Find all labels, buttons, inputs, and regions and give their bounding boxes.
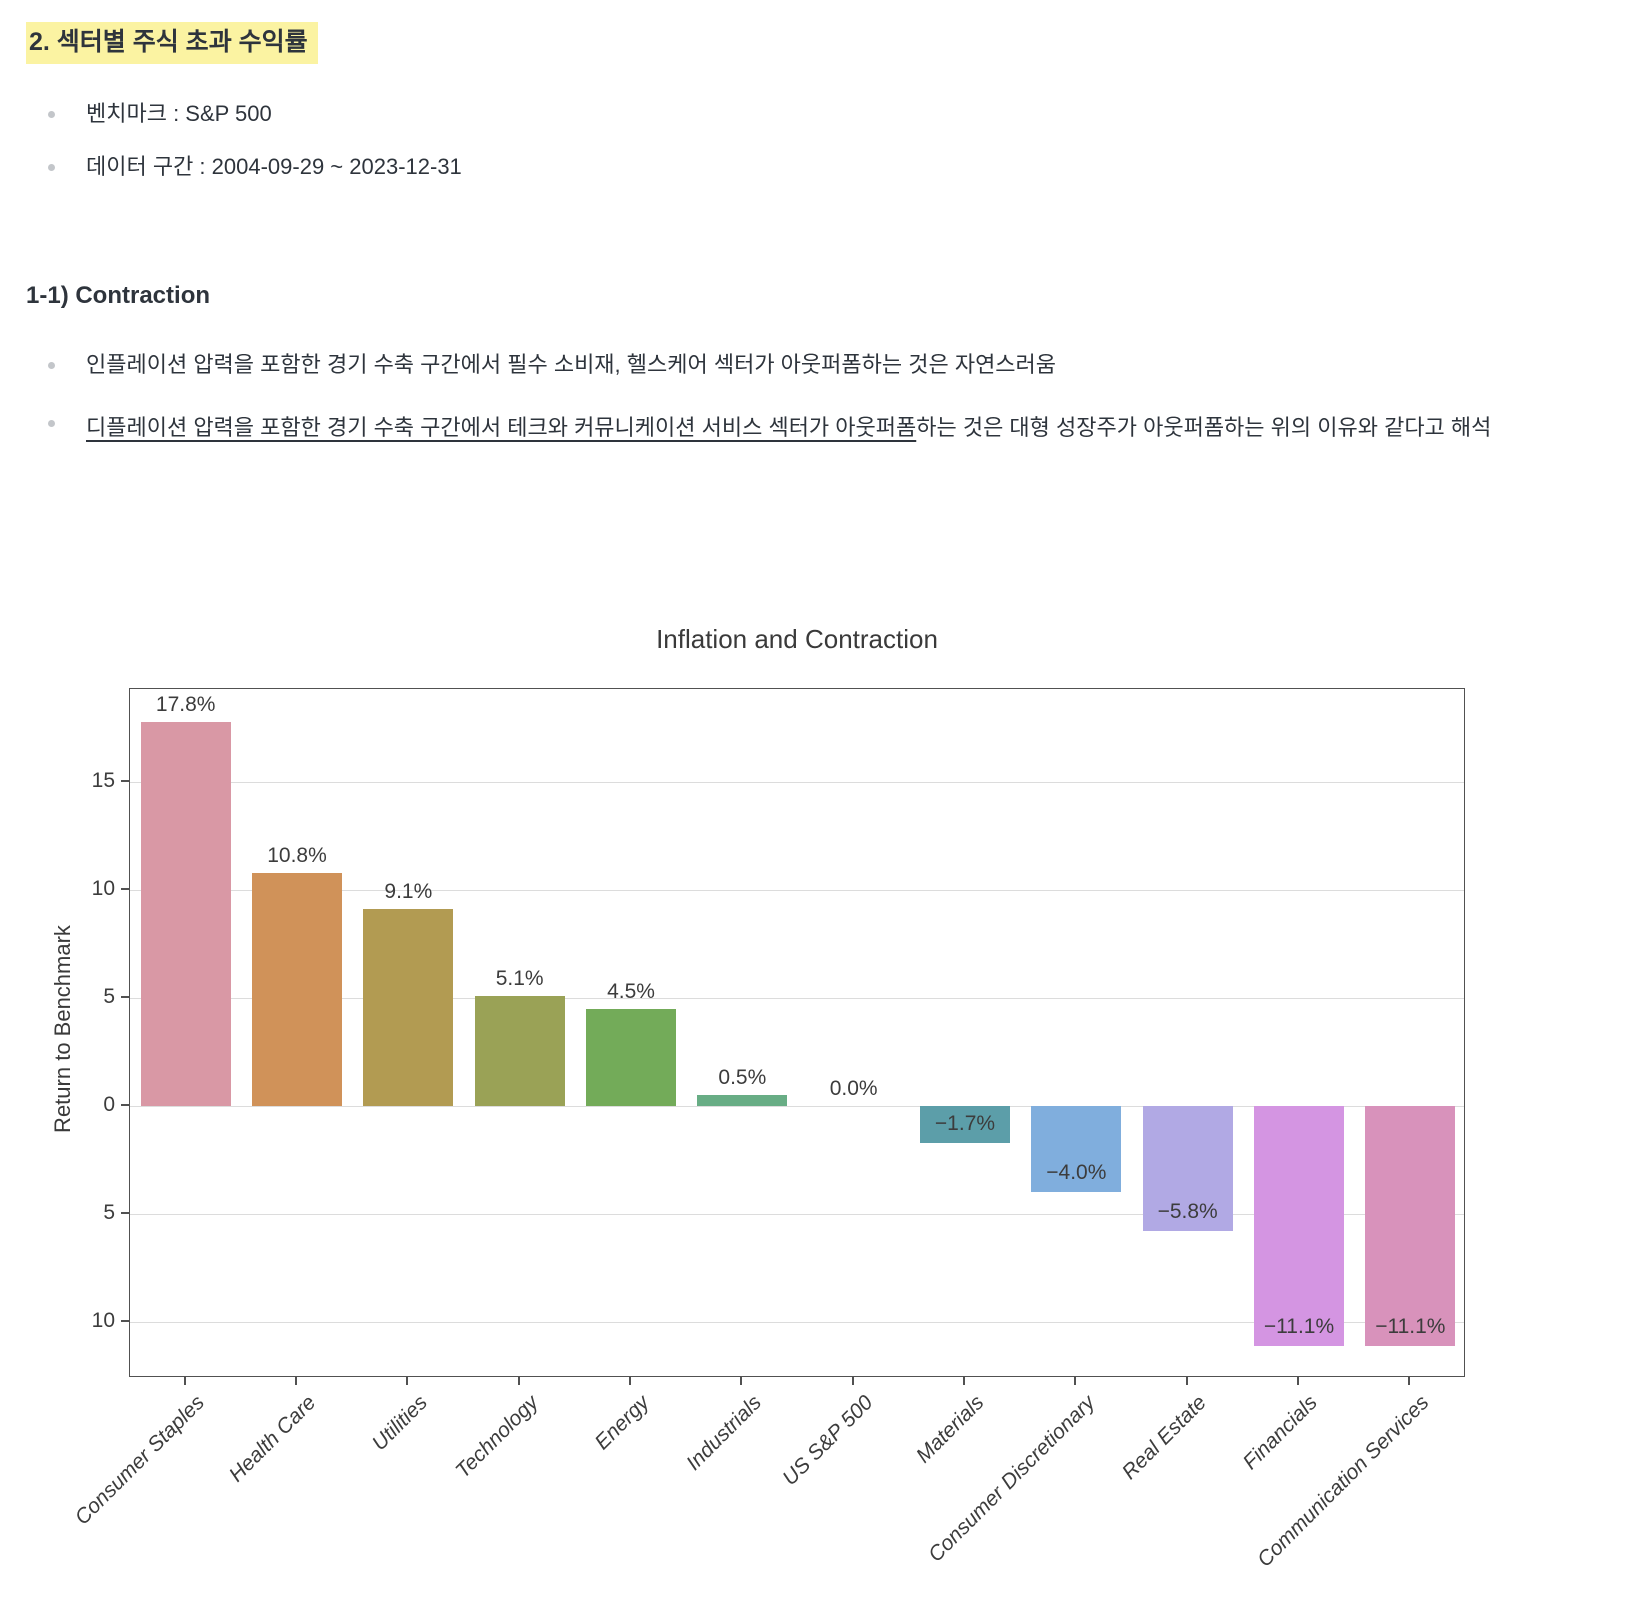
x-tick-label-utilities: Utilities <box>367 1391 432 1456</box>
bar-value-label: 17.8% <box>155 692 216 716</box>
x-tick-mark <box>629 1377 631 1385</box>
bar-value-label: −11.1% <box>1375 1314 1446 1338</box>
bar-materials <box>920 1106 1010 1143</box>
x-tick-label-industrials: Industrials <box>681 1391 766 1475</box>
y-tick-label: 10 <box>91 877 115 900</box>
y-tick-mark <box>121 888 129 890</box>
bar-financials <box>1254 1106 1344 1346</box>
y-tick-mark <box>121 1320 129 1322</box>
bar-value-label: 5.1% <box>495 966 544 990</box>
list-item-text: 인플레이션 압력을 포함한 경기 수축 구간에서 필수 소비재, 헬스케어 섹터… <box>86 352 1057 377</box>
list-item-text: 벤치마크 : S&P 500 <box>86 101 272 126</box>
x-tick-label-materials: Materials <box>911 1391 989 1468</box>
gridline <box>130 889 1464 891</box>
y-tick-mark <box>121 996 129 998</box>
x-tick-mark <box>963 1377 965 1385</box>
x-tick-mark <box>1074 1377 1077 1385</box>
list-item: 인플레이션 압력을 포함한 경기 수축 구간에서 필수 소비재, 헬스케어 섹터… <box>48 351 1518 379</box>
x-tick-mark <box>406 1377 409 1385</box>
list-item: 데이터 구간 : 2004-09-29 ~ 2023-12-31 <box>48 153 1518 181</box>
bar-value-label: 0.5% <box>718 1066 767 1090</box>
list-item-text: 데이터 구간 : 2004-09-29 ~ 2023-12-31 <box>86 154 462 179</box>
bar-utilities <box>363 909 454 1106</box>
bar-value-label: 10.8% <box>267 843 327 867</box>
gridline <box>130 781 1464 783</box>
x-tick-label-energy: Energy <box>590 1391 655 1455</box>
x-tick-mark <box>1297 1377 1299 1385</box>
bar-value-label: −4.0% <box>1046 1161 1107 1185</box>
bar-value-label: −11.1% <box>1263 1314 1335 1338</box>
x-tick-mark <box>740 1377 743 1385</box>
x-tick-mark <box>517 1377 520 1385</box>
x-tick-label-financials: Financials <box>1239 1391 1323 1475</box>
bar-value-label: −5.8% <box>1157 1200 1218 1224</box>
bar-real-estate <box>1142 1106 1233 1232</box>
bar-value-label: 4.5% <box>607 979 655 1003</box>
bar-value-label: 9.1% <box>384 880 433 904</box>
underlined-text: 디플레이션 압력을 포함한 경기 수축 구간에서 테크와 커뮤니케이션 서비스 … <box>86 415 917 440</box>
gridline <box>130 1213 1464 1215</box>
x-tick-mark <box>1408 1377 1411 1385</box>
sub-section-heading: 1-1) Contraction <box>26 282 211 309</box>
bullet-icon <box>48 420 55 427</box>
y-tick-label: 5 <box>103 985 115 1008</box>
x-tick-mark <box>183 1377 186 1385</box>
bar-chart-figure: Inflation and Contraction Return to Benc… <box>0 600 1642 1624</box>
x-tick-label-real-estate: Real Estate <box>1117 1391 1211 1485</box>
bar-value-label: −1.7% <box>934 1111 996 1135</box>
gridline <box>130 997 1464 999</box>
bar-industrials <box>697 1095 788 1106</box>
gridline <box>130 1321 1464 1323</box>
x-tick-label-consumer-staples: Consumer Staples <box>70 1391 209 1530</box>
x-tick-mark <box>1185 1377 1188 1385</box>
list-item-text: 디플레이션 압력을 포함한 경기 수축 구간에서 테크와 커뮤니케이션 서비스 … <box>86 404 1491 451</box>
plot-area: 17.8% 10.8% 9.1% 5.1% 4.5% 0.5% 0.0% −1.7% −4.0%… <box>129 688 1465 1377</box>
section-heading: 2. 섹터별 주식 초과 수익률 <box>26 22 318 64</box>
plain-text: 하는 것은 대형 성장주가 아웃퍼폼하는 위의 이유와 같다고 해석 <box>916 415 1492 440</box>
bar-communication-services <box>1365 1106 1456 1346</box>
bar-consumer-discretionary <box>1031 1106 1122 1193</box>
y-tick-mark <box>121 1104 129 1106</box>
bar-consumer-staples <box>140 721 231 1106</box>
y-tick-label: 5 <box>103 1201 115 1224</box>
y-tick-label: 15 <box>91 769 115 792</box>
list-item: 디플레이션 압력을 포함한 경기 수축 구간에서 테크와 커뮤니케이션 서비스 … <box>48 404 1518 451</box>
y-tick-mark <box>121 1212 129 1214</box>
bullet-icon <box>48 362 55 369</box>
gridline <box>130 1105 1464 1107</box>
bar-energy <box>586 1008 676 1106</box>
bar-technology <box>474 995 565 1106</box>
x-tick-label-health-care: Health Care <box>224 1391 321 1487</box>
bullet-icon <box>48 164 55 171</box>
y-tick-label: 10 <box>91 1309 115 1332</box>
chart-title: Inflation and Contraction <box>656 624 938 654</box>
bullet-icon <box>48 111 55 118</box>
x-tick-label-us-s-p-500: US S&P 500 <box>777 1391 877 1491</box>
y-tick-mark <box>121 780 129 782</box>
list-item: 벤치마크 : S&P 500 <box>48 100 1518 128</box>
y-tick-label: 0 <box>103 1093 115 1116</box>
bar-value-label: 0.0% <box>829 1077 878 1100</box>
x-tick-label-technology: Technology <box>451 1391 543 1483</box>
x-tick-mark <box>295 1377 297 1385</box>
bar-health-care <box>252 872 342 1106</box>
y-axis-label: Return to Benchmark <box>50 925 75 1133</box>
x-tick-mark <box>851 1377 854 1385</box>
